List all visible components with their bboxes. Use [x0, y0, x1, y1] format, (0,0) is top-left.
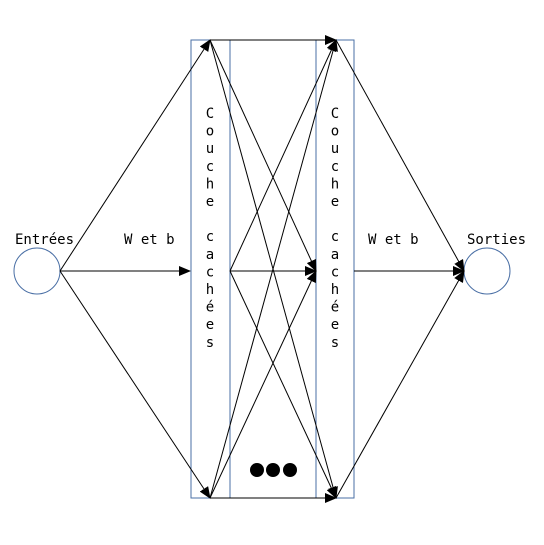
output-node — [463, 247, 511, 295]
input-arrows — [59, 39, 211, 499]
input-node — [13, 247, 61, 295]
output-label: Sorties — [467, 232, 526, 248]
weight-label-left: W et b — [124, 232, 175, 248]
hidden-connection-arrows — [209, 35, 338, 503]
ellipsis-dots — [250, 463, 297, 477]
output-arrows — [335, 39, 465, 499]
weight-label-right: W et b — [368, 232, 419, 248]
input-label: Entrées — [15, 232, 74, 248]
